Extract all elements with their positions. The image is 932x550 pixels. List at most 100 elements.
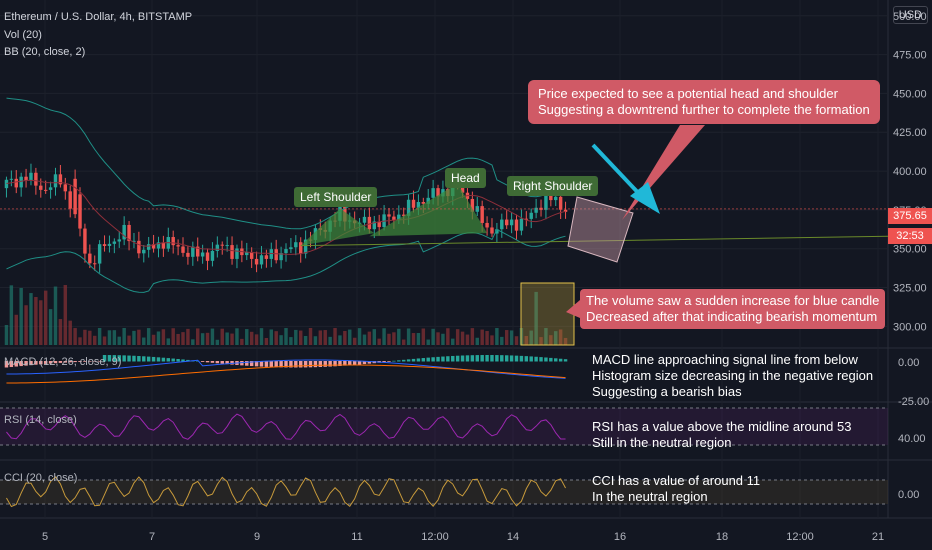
volume-bar [475,337,479,345]
volume-bar [117,336,121,345]
macd-histogram-bar [127,355,131,362]
macd-histogram-bar [436,356,440,362]
volume-bar [367,331,372,345]
volume-bar [558,329,563,345]
volume-bar [196,328,200,345]
volume-bar [24,305,28,345]
macd-histogram-bar [524,356,529,362]
macd-histogram-bar [549,357,553,362]
volume-bar [387,333,391,345]
macd-histogram-bar [34,361,38,365]
volume-bar [93,335,97,345]
macd-histogram-bar [352,361,357,365]
cci-legend: CCI (20, close) [4,472,78,484]
volume-bar [514,336,519,345]
currency-button[interactable]: USD [892,6,928,24]
macd-histogram-bar [554,358,558,362]
volume-bar [328,336,332,345]
candle [563,209,568,212]
candle [68,191,72,209]
volume-bar [485,331,489,345]
price-tick-label: 500.00 [893,11,927,23]
candle [112,241,117,244]
macd-histogram-bar [303,361,308,368]
macd-histogram-bar [460,355,465,362]
macd-histogram-bar [401,359,406,362]
volume-bar [39,300,43,345]
candle [411,199,416,208]
volume-bar [107,330,112,345]
candle [43,189,48,191]
time-tick-label: 9 [254,531,260,543]
macd-histogram-bar [151,356,156,362]
indicator-tick-label: 0.00 [898,489,919,501]
volume-bar [205,332,210,345]
time-tick-label: 12:00 [786,531,814,543]
macd-histogram-bar [249,361,254,367]
candle [14,178,18,188]
macd-histogram-bar [495,355,499,362]
macd-histogram-bar [294,361,298,368]
volume-bar [313,336,318,345]
volume-bar [343,331,347,345]
candle [200,252,205,257]
candle [519,218,524,231]
candle [421,202,426,204]
macd-histogram-bar [166,358,171,362]
volume-bar [534,291,538,345]
price-tick-label: 425.00 [893,127,927,139]
candle [504,219,509,226]
macd-histogram-bar [83,361,87,362]
volume-bar [269,329,274,345]
macd-histogram-bar [397,360,401,362]
macd-histogram-bar [470,355,475,362]
candle [485,222,489,228]
volume-bar [83,329,87,345]
macd-histogram-bar [107,355,112,362]
volume-bar [264,337,269,345]
candle [146,244,151,250]
macd-histogram-bar [205,361,210,363]
candle [24,176,28,181]
macd-histogram-bar [220,361,224,364]
candle [117,239,121,242]
time-tick-label: 7 [149,531,155,543]
macd-histogram-bar [446,356,450,362]
candle [269,249,274,259]
time-tick-label: 14 [507,531,519,543]
candle [48,187,53,190]
volume-bar [362,334,367,345]
macd-histogram-bar [4,361,9,368]
candle [122,224,126,240]
volume-bar [186,328,190,345]
macd-histogram-bar [367,361,372,364]
macd-note: MACD line approaching signal line from b… [592,352,873,400]
volume-bar [421,328,426,345]
volume-line-2: Decreased after that indicating bearish … [586,309,878,324]
volume-bar [279,335,283,345]
macd-histogram-bar [289,361,293,368]
macd-histogram-bar [475,355,479,362]
candle [294,242,298,248]
candle [9,178,14,180]
volume-line-1: The volume saw a sudden increase for blu… [586,293,880,308]
macd-histogram-bar [146,356,151,362]
volume-bar [132,330,136,345]
candle [34,172,38,186]
candle [362,216,367,223]
macd-histogram-bar [534,356,538,362]
macd-histogram-bar [122,355,126,362]
volume-bar [490,335,494,345]
candle [215,244,220,251]
candle [78,194,82,229]
volume-bar [9,285,14,345]
volume-bar [19,287,23,345]
macd-note-line-2: Histogram size decreasing in the negativ… [592,368,874,383]
candle [53,174,58,188]
volume-bar [29,293,33,345]
macd-histogram-bar [544,357,548,362]
bollinger-upper [6,97,566,230]
candle [97,244,102,264]
volume-bar [529,330,533,345]
time-tick-label: 12:00 [421,531,449,543]
